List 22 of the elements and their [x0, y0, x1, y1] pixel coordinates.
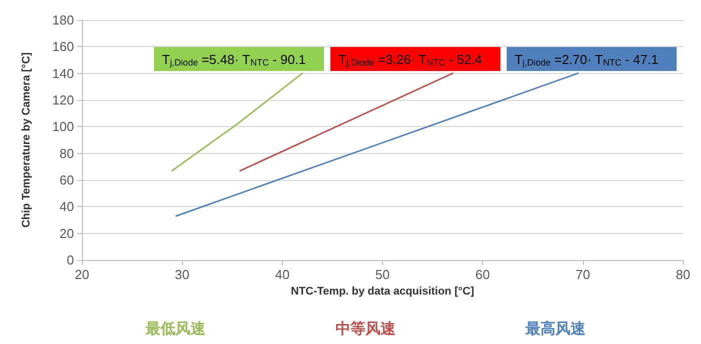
- y-tick-label: 100: [52, 119, 74, 134]
- x-axis-title: NTC-Temp. by data acquisition [°C]: [290, 286, 474, 298]
- text: 最高风速: [524, 320, 586, 338]
- y-tick-label: 80: [60, 146, 74, 161]
- y-tick-label: 120: [52, 92, 74, 108]
- x-tick-label: 60: [475, 267, 490, 282]
- y-axis-title: Chip Temperature by Camera [°C]: [20, 52, 32, 228]
- y-tick-label: 0: [66, 252, 74, 268]
- x-tick-label: 20: [74, 267, 90, 282]
- text: 最低风速: [144, 320, 206, 338]
- y-tick-label: 20: [60, 226, 74, 241]
- y-tick-label: 160: [52, 39, 74, 54]
- y-tick-label: 180: [52, 12, 74, 28]
- text: 中等风速: [336, 320, 396, 338]
- x-tick-label: 30: [174, 267, 190, 282]
- x-tick-label: 80: [676, 267, 690, 282]
- y-tick-label: 60: [60, 172, 74, 188]
- x-tick-label: 70: [576, 267, 590, 282]
- x-tick-label: 40: [275, 267, 290, 282]
- y-tick-label: 140: [52, 66, 74, 81]
- y-tick-label: 40: [60, 199, 74, 214]
- x-tick-label: 50: [375, 267, 390, 282]
